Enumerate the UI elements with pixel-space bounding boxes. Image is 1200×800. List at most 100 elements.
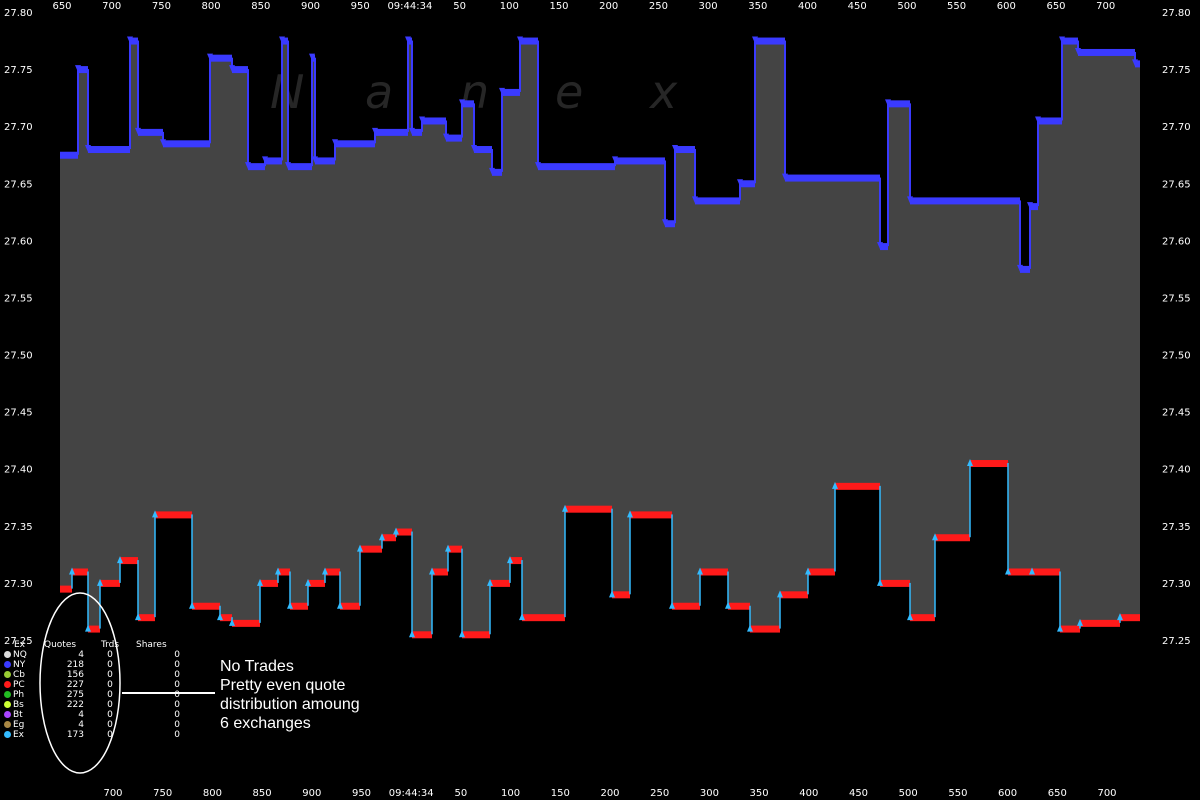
- ask-step: [888, 100, 910, 108]
- bid-step: [630, 511, 672, 519]
- legend-row: NQ 4 0 0: [4, 650, 184, 660]
- bid-step: [910, 614, 935, 622]
- ask-step: [1135, 60, 1140, 68]
- legend-quotes: 173: [66, 730, 84, 740]
- ask-marker: [737, 179, 743, 187]
- bid-marker: [627, 510, 633, 518]
- y-tick-label-right: 27.55: [1162, 293, 1191, 304]
- y-axis-left: 27.80 27.75 27.70 27.65 27.60 27.55 27.50 27.45…: [4, 8, 33, 647]
- bid-marker: [409, 630, 415, 638]
- legend-header-quotes: Quotes: [44, 640, 77, 650]
- bid-step: [565, 505, 612, 513]
- ask-step: [462, 100, 474, 108]
- bid-step: [308, 579, 325, 587]
- legend-exchange: Cb: [4, 670, 44, 680]
- bid-step: [412, 631, 432, 639]
- bid-step: [340, 602, 360, 610]
- legend-trades: 0: [107, 720, 113, 730]
- bid-step: [1032, 568, 1060, 576]
- y-tick-label-left: 27.30: [4, 579, 33, 590]
- bid-marker: [152, 510, 158, 518]
- ask-marker: [419, 116, 425, 124]
- ask-marker: [662, 219, 668, 227]
- bid-step: [120, 557, 138, 565]
- bid-marker: [393, 527, 399, 535]
- bid-marker: [85, 624, 91, 632]
- x-tick-label-bottom: 950: [352, 788, 371, 799]
- bid-step: [462, 631, 490, 639]
- exchange-legend: Ex Quotes Trds Shares NQ 4 0 0 NY 218 0 0 Cb 156 0…: [4, 640, 184, 740]
- legend-exchange: NQ: [4, 650, 44, 660]
- legend-quotes: 275: [66, 690, 84, 700]
- y-tick-label-left: 27.45: [4, 408, 33, 419]
- annotation-line: 6 exchanges: [220, 715, 311, 732]
- ask-marker: [160, 139, 166, 147]
- bid-marker: [1029, 567, 1035, 575]
- bid-marker: [445, 544, 451, 552]
- bid-step: [448, 545, 462, 553]
- legend-exchange-code: Bs: [13, 700, 24, 710]
- bid-marker: [507, 556, 513, 564]
- x-tick-label-top: 50: [453, 1, 466, 12]
- ask-step: [1062, 37, 1078, 45]
- legend-quotes: 227: [66, 680, 84, 690]
- ask-step: [130, 37, 138, 45]
- bid-marker: [322, 567, 328, 575]
- legend-exchange-code: Eg: [13, 720, 25, 730]
- legend-row: Cb 156 0 0: [4, 670, 184, 680]
- legend-exchange-code: Ex: [13, 730, 25, 740]
- bid-step: [220, 614, 232, 622]
- legend-header-trds: Trds: [100, 640, 120, 650]
- ask-step: [412, 128, 422, 136]
- y-tick-label-left: 27.40: [4, 465, 33, 476]
- y-tick-label-left: 27.75: [4, 65, 33, 76]
- bid-step: [750, 625, 780, 633]
- x-tick-label-bottom: 550: [948, 788, 967, 799]
- legend-trades: 0: [107, 730, 113, 740]
- bid-step: [1008, 568, 1032, 576]
- legend-exchange: Bt: [4, 710, 44, 720]
- ask-marker: [782, 173, 788, 181]
- bid-marker: [609, 590, 615, 598]
- x-tick-label-bottom: 50: [455, 788, 468, 799]
- y-tick-label-right: 27.30: [1162, 579, 1191, 590]
- legend-shares: 0: [174, 720, 180, 730]
- x-tick-label-top: 200: [599, 1, 618, 12]
- bid-step: [510, 557, 522, 565]
- ask-step: [740, 180, 755, 188]
- bid-marker: [907, 613, 913, 621]
- bid-marker: [519, 613, 525, 621]
- ask-step: [1020, 265, 1030, 273]
- ask-step: [163, 140, 210, 148]
- x-tick-label-top: 750: [152, 1, 171, 12]
- bid-step: [382, 534, 396, 542]
- ask-marker: [907, 196, 913, 204]
- ask-step: [282, 37, 288, 45]
- bid-marker: [379, 533, 385, 541]
- legend-exchange-code: NQ: [13, 650, 27, 660]
- bid-marker: [747, 624, 753, 632]
- bid-step: [396, 528, 412, 536]
- ask-marker: [471, 145, 477, 153]
- ask-step: [138, 128, 163, 136]
- x-tick-label-bottom: 850: [253, 788, 272, 799]
- legend-row: Eg 4 0 0: [4, 720, 184, 730]
- bid-marker: [669, 601, 675, 609]
- ask-marker: [517, 36, 523, 44]
- bid-step: [780, 591, 808, 599]
- bid-marker: [805, 567, 811, 575]
- ask-marker: [127, 36, 133, 44]
- x-tick-label-bottom: 500: [899, 788, 918, 799]
- ask-marker: [752, 36, 758, 44]
- legend-header-shares: Shares: [136, 640, 167, 650]
- legend-exchange: Ph: [4, 690, 44, 700]
- ask-marker: [409, 127, 415, 135]
- x-tick-label-top: 400: [798, 1, 817, 12]
- legend-quotes: 4: [78, 710, 84, 720]
- bid-step: [232, 619, 260, 627]
- y-tick-label-left: 27.60: [4, 236, 33, 247]
- ask-marker: [279, 36, 285, 44]
- bid-marker: [487, 578, 493, 586]
- bid-marker: [337, 601, 343, 609]
